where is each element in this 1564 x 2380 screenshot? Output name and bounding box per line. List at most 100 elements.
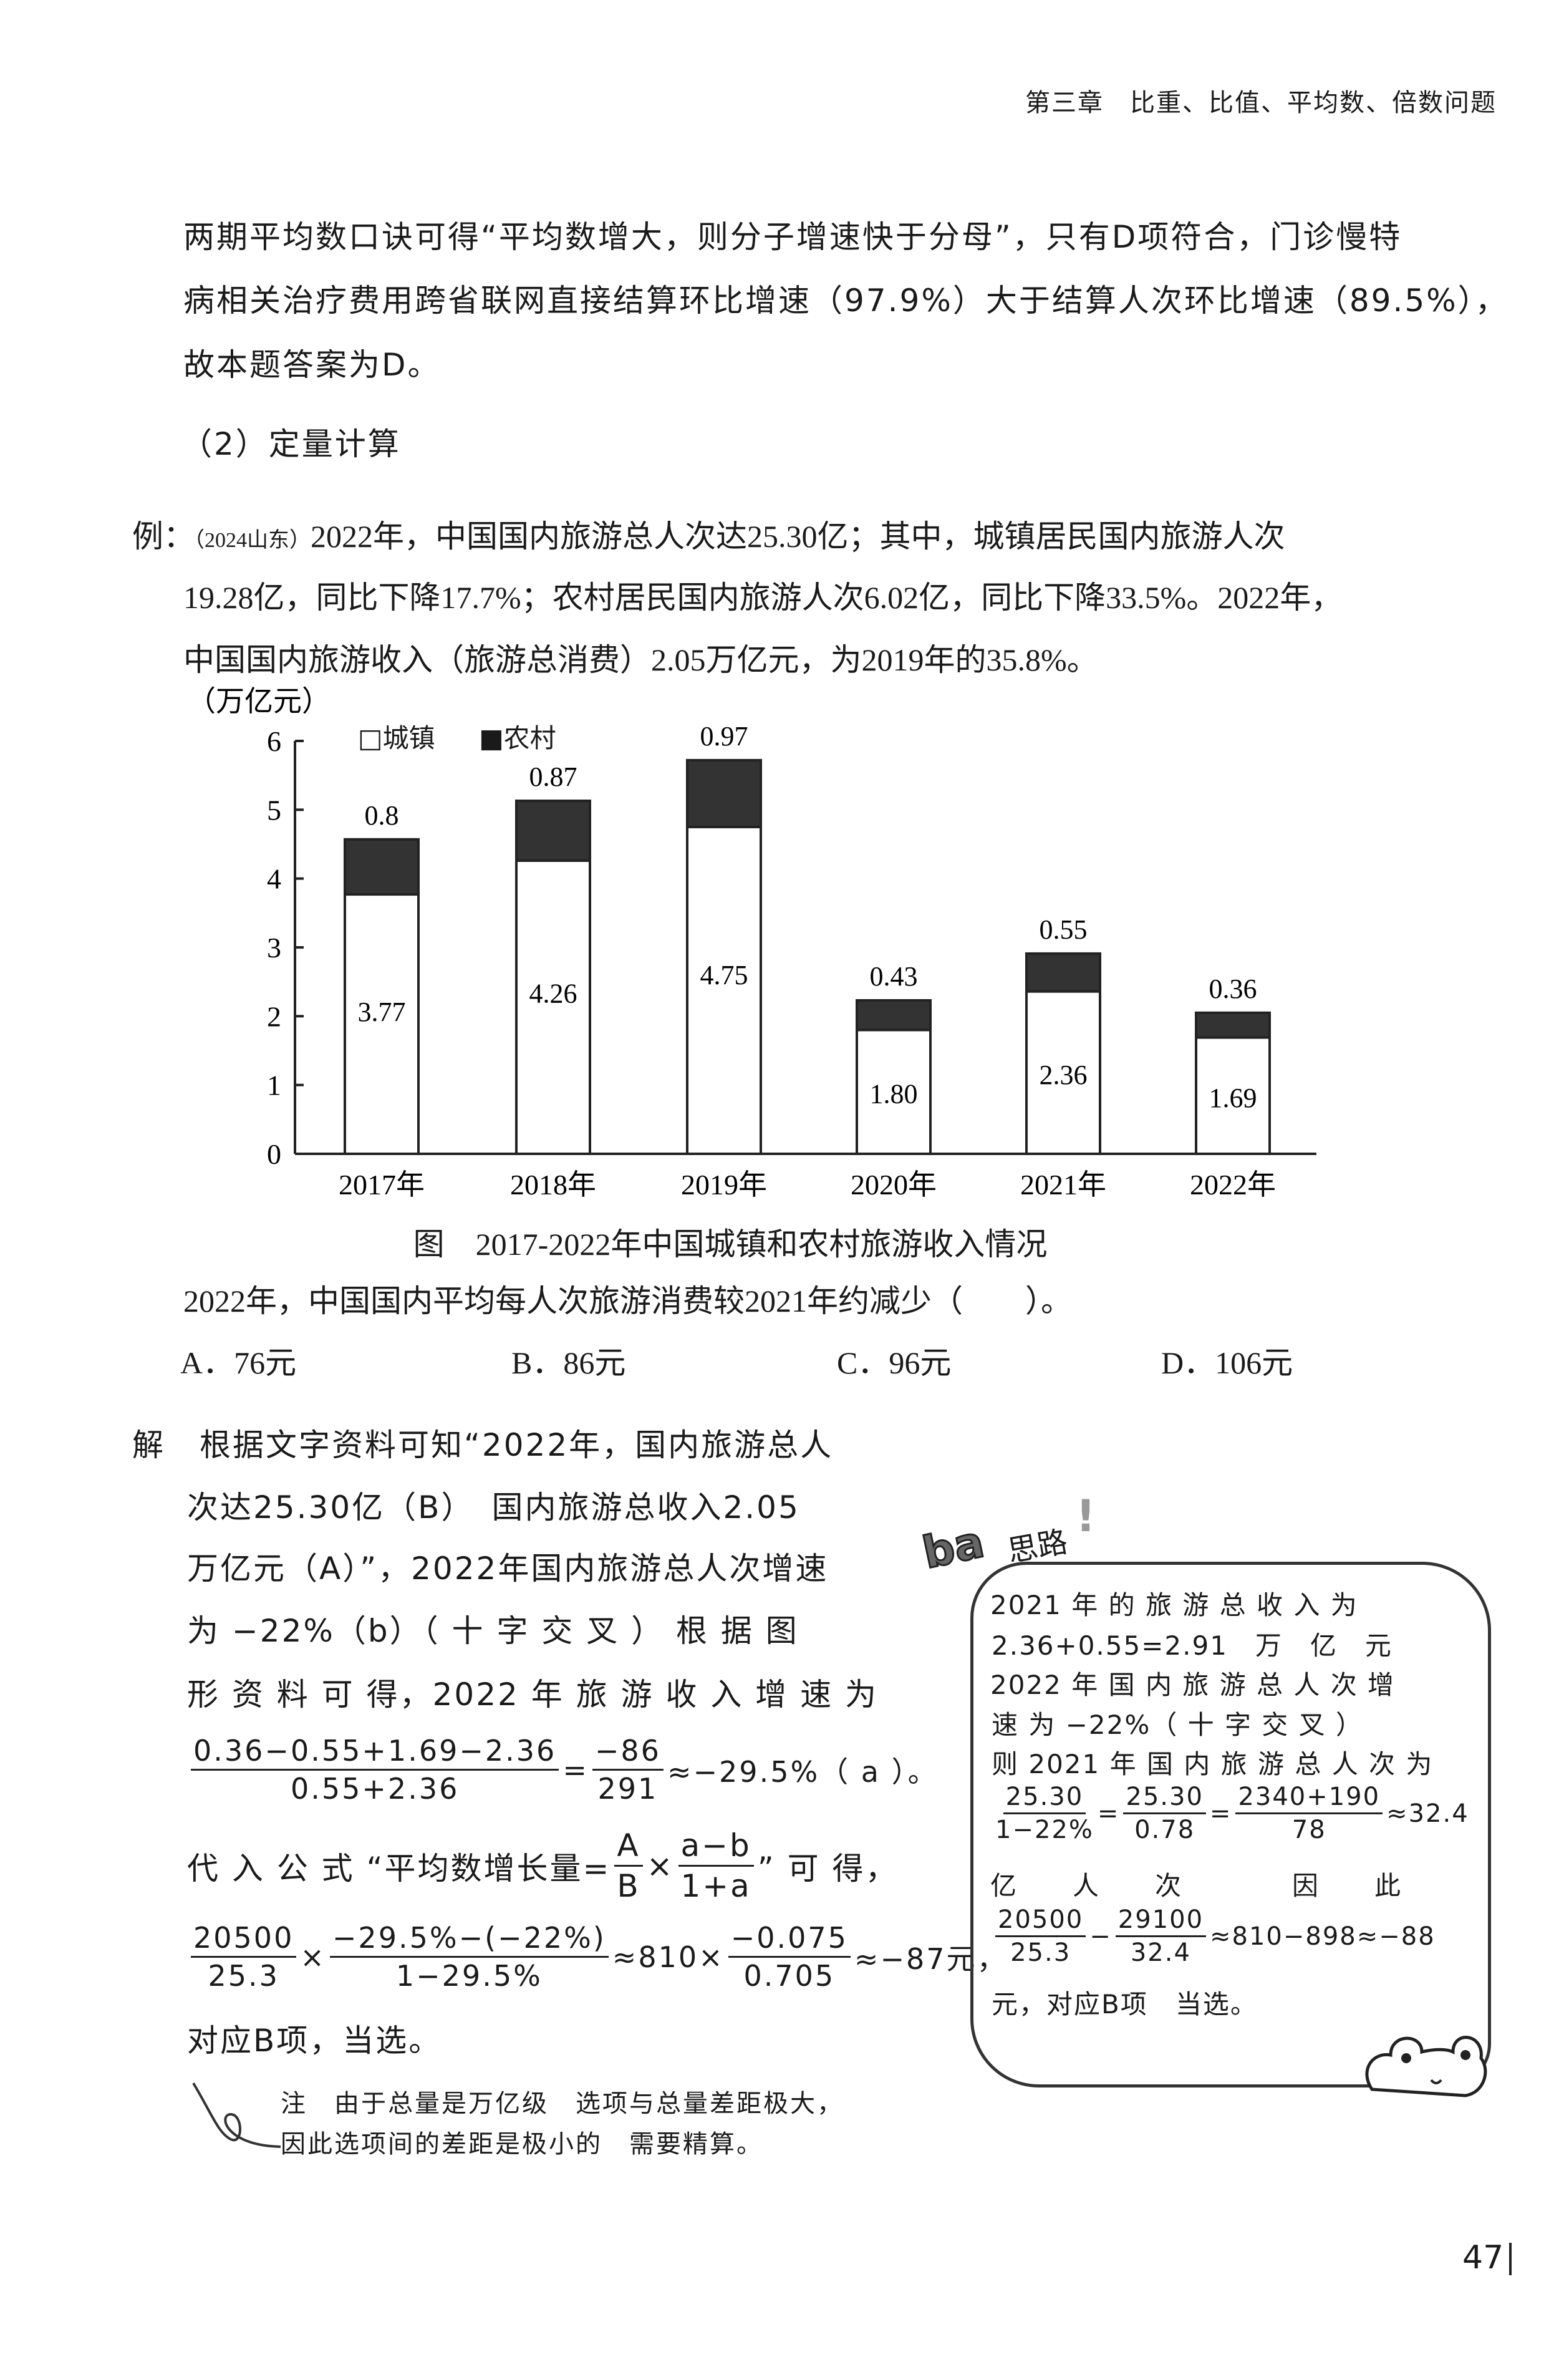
fraction-denominator: B bbox=[617, 1868, 640, 1904]
fraction-denominator: 0.55+2.36 bbox=[290, 1772, 460, 1806]
y-tick-label: 3 bbox=[267, 932, 281, 964]
option-b[interactable]: B．86元 bbox=[511, 1345, 626, 1380]
frog-mascot-icon bbox=[1365, 2036, 1487, 2097]
x-tick-label: 2021年 bbox=[1020, 1169, 1106, 1201]
stacked-bar-chart: 0 1 2 3 4 5 6 （万亿元） 3.77 0.8 2017年 4.26 0.87 2018年 4.7… bbox=[187, 685, 1316, 1201]
option-a[interactable]: A．76元 bbox=[180, 1345, 297, 1380]
intro-line: 故本题答案为D。 bbox=[183, 347, 441, 383]
example-label: 例： bbox=[132, 519, 195, 554]
y-tick-label: 5 bbox=[267, 794, 281, 826]
tip-line: 2022 年 国 内 旅 游 总 人 次 增 bbox=[990, 1670, 1396, 1700]
intro-line: 两期平均数口诀可得“平均数增大，则分子增速快于分母”，只有D项符合，门诊慢特 bbox=[183, 219, 1402, 255]
y-tick-label: 1 bbox=[267, 1070, 281, 1101]
fraction-numerator: 20500 bbox=[995, 1905, 1086, 1937]
bar-label-rural: 0.87 bbox=[529, 762, 577, 792]
fraction-denominator: 25.3 bbox=[208, 1959, 279, 1993]
fraction-numerator: −86 bbox=[592, 1734, 664, 1771]
fraction-numerator: −29.5%−(−22%) bbox=[329, 1921, 609, 1958]
tip-formula-2: 20500 25.3 − 29100 32.4 ≈810−898≈−88 bbox=[992, 1905, 1436, 1967]
legend-label-rural: ■农村 bbox=[479, 723, 556, 753]
solution-label: 解 bbox=[132, 1427, 165, 1463]
formula-text: 代 入 公 式 “平均数增长量= bbox=[187, 1850, 611, 1887]
result: ≈32.4 bbox=[1386, 1799, 1469, 1828]
solution-formula-3: 20500 25.3 × −29.5%−(−22%) 1−29.5% ≈810× −… bbox=[187, 1921, 1008, 1993]
solution-formula-1: 0.36−0.55+1.69−2.36 0.55+2.36 = −86 291 ≈−… bbox=[187, 1734, 939, 1806]
fraction-numerator: a−b bbox=[678, 1827, 754, 1867]
chart-caption: 图 2017-2022年中国城镇和农村旅游收入情况 bbox=[413, 1227, 1048, 1262]
fraction-denominator: 78 bbox=[1291, 1816, 1326, 1844]
example-line: （2024山东）2022年，中国国内旅游总人次达25.30亿；其中，城镇居民国内… bbox=[183, 511, 1285, 556]
tip-line: 元，对应B项 当选。 bbox=[992, 1989, 1258, 2020]
result: ≈−29.5%（ a ）。 bbox=[667, 1754, 939, 1789]
fraction-numerator: 2340+190 bbox=[1235, 1783, 1383, 1814]
minus: − bbox=[1089, 1922, 1112, 1951]
fraction-denominator: 0.78 bbox=[1134, 1816, 1195, 1844]
tip-line: 速 为 −22%（ 十 字 交 叉 ） bbox=[992, 1710, 1363, 1740]
bar-label-rural: 0.36 bbox=[1209, 974, 1257, 1004]
tip-badge: ba bbox=[917, 1515, 989, 1579]
result: ≈810× bbox=[612, 1940, 725, 1974]
fraction-numerator: 20500 bbox=[191, 1921, 297, 1958]
question-text: 2022年，中国国内平均每人次旅游消费较2021年约减少（ ）。 bbox=[183, 1284, 1072, 1318]
legend-label-urban: □城镇 bbox=[358, 723, 435, 753]
bar-urban bbox=[1025, 990, 1101, 1155]
solution-line: 万亿元（A）”，2022年国内旅游总人次增速 bbox=[187, 1550, 829, 1587]
y-tick-label: 4 bbox=[267, 863, 281, 895]
y-tick-label: 0 bbox=[267, 1138, 281, 1170]
bar-label-urban: 4.26 bbox=[529, 978, 577, 1009]
solution-line: 形 资 料 可 得，2022 年 旅 游 收 入 增 速 为 bbox=[187, 1676, 878, 1713]
option-c[interactable]: C．96元 bbox=[837, 1345, 952, 1380]
times: × bbox=[300, 1940, 326, 1974]
example-line: 19.28亿，同比下降17.7%；农村居民国内旅游人次6.02亿，同比下降33.… bbox=[183, 580, 1343, 615]
fraction-denominator: 32.4 bbox=[1130, 1938, 1191, 1967]
times: × bbox=[646, 1847, 675, 1884]
note-line: 因此选项间的差距是极小的 需要精算。 bbox=[281, 2130, 763, 2159]
result: ≈−87元， bbox=[854, 1942, 1008, 1976]
fraction-denominator: 25.3 bbox=[1010, 1938, 1071, 1967]
solution-line: 对应B项，当选。 bbox=[187, 2023, 442, 2059]
equals: = bbox=[1097, 1799, 1120, 1828]
x-tick-label: 2018年 bbox=[510, 1169, 596, 1201]
fraction-denominator: 1+a bbox=[680, 1868, 751, 1904]
solution-line: 根据文字资料可知“2022年，国内旅游总人 bbox=[200, 1427, 834, 1463]
fraction-numerator: 29100 bbox=[1115, 1905, 1207, 1937]
x-tick-label: 2017年 bbox=[339, 1169, 425, 1201]
bar-urban bbox=[344, 893, 420, 1155]
y-tick-label: 2 bbox=[267, 1000, 281, 1032]
bar-urban bbox=[686, 825, 762, 1155]
bar-urban bbox=[856, 1028, 932, 1156]
page-number-divider bbox=[1509, 2243, 1512, 2275]
note-curl-icon bbox=[192, 2082, 281, 2148]
chapter-header: 第三章 比重、比值、平均数、倍数问题 bbox=[1025, 89, 1497, 117]
y-tick-label: 6 bbox=[267, 725, 281, 757]
fraction-numerator: 25.30 bbox=[1003, 1783, 1086, 1814]
bar-rural bbox=[1195, 1011, 1271, 1039]
fraction-denominator: 291 bbox=[597, 1772, 659, 1806]
tip-line: 2.36+0.55=2.91 万 亿 元 bbox=[992, 1630, 1393, 1661]
bar-label-urban: 4.75 bbox=[700, 960, 748, 990]
bar-rural bbox=[686, 758, 762, 828]
x-tick-label: 2022年 bbox=[1190, 1169, 1276, 1201]
x-tick-label: 2020年 bbox=[851, 1169, 937, 1201]
y-axis-unit: （万亿元） bbox=[187, 685, 331, 717]
fraction-numerator: 0.36−0.55+1.69−2.36 bbox=[191, 1734, 559, 1771]
example-line: 中国国内旅游收入（旅游总消费）2.05万亿元，为2019年的35.8%。 bbox=[183, 642, 1098, 677]
exclamation-icon: ! bbox=[1076, 1491, 1096, 1542]
example-source: （2024山东） bbox=[183, 529, 311, 552]
bar-label-urban: 1.69 bbox=[1209, 1083, 1257, 1113]
fraction-denominator: 1−22% bbox=[995, 1816, 1094, 1844]
bar-rural bbox=[344, 838, 420, 896]
tip-line: 2021 年 的 旅 游 总 收 入 为 bbox=[990, 1590, 1358, 1620]
fraction-denominator: 1−29.5% bbox=[395, 1959, 543, 1993]
result: ≈810−898≈−88 bbox=[1210, 1922, 1436, 1951]
bar-rural bbox=[515, 799, 591, 862]
tip-line: 亿 人 次 因 此 bbox=[990, 1870, 1402, 1901]
equals: = bbox=[1209, 1799, 1232, 1828]
bar-rural bbox=[856, 999, 932, 1032]
bar-label-rural: 0.97 bbox=[700, 721, 748, 752]
bar-label-rural: 0.43 bbox=[870, 961, 918, 992]
option-d[interactable]: D．106元 bbox=[1161, 1345, 1293, 1380]
formula-text: ” 可 得， bbox=[757, 1850, 899, 1887]
section-title: （2）定量计算 bbox=[181, 426, 401, 462]
